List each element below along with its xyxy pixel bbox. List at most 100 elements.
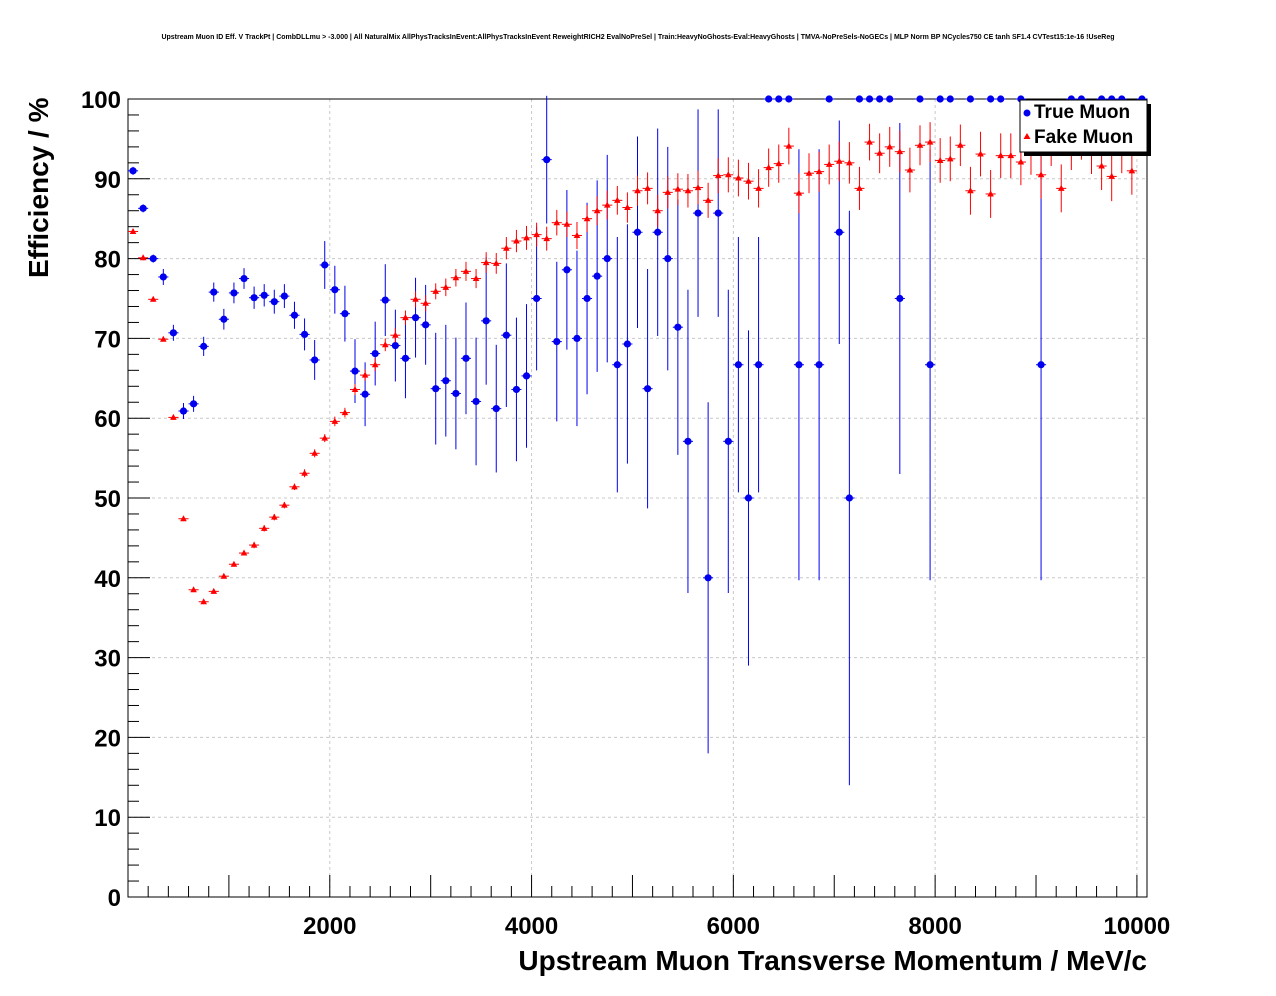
true-muon-point [533,294,541,303]
y-tick-label: 70 [94,326,121,353]
fake-muon-point [654,207,661,214]
fake-muon-series [128,119,1137,605]
fake-muon-point [452,274,460,281]
fake-muon-point [381,341,389,348]
fake-muon-point [977,150,984,157]
true-muon-point [785,95,793,103]
true-muon-point [462,354,470,362]
true-muon-point [401,354,410,362]
fake-muon-point [795,189,803,196]
fake-muon-point [260,524,268,531]
fake-muon-point [785,142,793,149]
fake-muon-point [543,235,550,242]
true-muon-point [351,367,359,375]
true-muon-point [855,95,864,103]
true-muon-point [442,377,450,385]
true-muon-point [220,315,228,323]
fake-muon-point [704,196,712,203]
y-tick-label: 80 [94,247,121,274]
legend-fake-muon-marker [1023,133,1031,139]
fake-muon-point [291,483,298,490]
true-muon-point [553,337,561,346]
y-tick-label: 20 [94,725,121,752]
fake-muon-point [371,361,379,368]
fake-muon-point [674,185,682,192]
true-muon-point [876,95,884,103]
true-muon-point [664,255,672,263]
fake-muon-point [775,160,783,167]
true-muon-point [472,397,480,406]
fake-muon-point [190,586,197,593]
true-muon-point [674,323,682,331]
fake-muon-point [866,138,873,145]
legend: True Muon Fake Muon [1019,99,1151,156]
fake-muon-point [1037,171,1045,178]
true-muon-point [714,209,722,217]
x-tick-label: 8000 [908,913,961,940]
y-tick-label: 0 [108,885,121,912]
true-muon-point [210,288,218,296]
true-muon-point [896,294,904,303]
fake-muon-point [160,335,167,342]
true-muon-point [482,317,490,325]
true-muon-point [765,95,773,103]
y-tick-label: 100 [81,87,121,114]
true-muon-point [643,385,652,393]
fake-muon-point [1108,172,1115,179]
true-muon-point [886,95,894,103]
true-muon-point [321,261,329,269]
true-muon-point [169,329,178,337]
true-muon-point [815,361,823,369]
fake-muon-point [270,513,278,520]
fake-muon-point [149,295,157,302]
true-muon-point [260,291,268,299]
x-tick-label: 6000 [707,913,760,940]
true-muon-point [159,273,167,281]
true-muon-point [300,330,309,339]
true-muon-point [452,389,460,398]
fake-muon-point [926,138,934,145]
fake-muon-point [997,152,1005,159]
true-muon-point [200,342,208,350]
fake-muon-point [825,160,833,167]
fake-muon-point [503,244,510,251]
true-muon-point [280,292,288,300]
true-muon-point [775,95,783,103]
fake-muon-point [936,156,944,163]
y-tick-label: 50 [94,486,121,513]
true-muon-point [724,437,732,445]
axes: 2000 4000 6000 8000 10000 0 10 20 30 40 50 60 70 80 90… [81,87,1170,940]
true-muon-point [240,274,248,283]
fake-muon-point [634,187,641,194]
true-muon-point [987,95,995,103]
fake-muon-point [482,259,490,266]
fake-muon-point [664,188,672,195]
y-tick-label: 10 [94,805,121,832]
fake-muon-point [906,166,914,173]
fake-muon-point [331,417,339,424]
true-muon-point [432,385,440,393]
fake-muon-point [533,231,540,238]
fake-muon-point [714,172,722,179]
y-tick-label: 90 [94,167,121,194]
chart-title: Upstream Muon ID Eff. V TrackPt | CombDL… [161,34,1115,41]
fake-muon-point [856,184,863,191]
fake-muon-point [583,215,591,222]
fake-muon-point [735,174,742,181]
fake-muon-point [301,469,308,476]
true-muon-point [865,95,874,103]
true-muon-point [522,372,531,380]
true-muon-point [835,228,843,236]
true-muon-point [926,361,934,369]
x-tick-label: 10000 [1104,913,1171,940]
fake-muon-point [200,598,207,605]
true-muon-point [129,167,137,175]
fake-muon-point [240,549,248,556]
fake-muon-point [220,572,228,579]
true-muon-point [1037,361,1045,369]
fake-muon-point [432,287,440,294]
fake-muon-point [614,196,621,203]
true-muon-point [391,341,399,350]
fake-muon-point [311,449,318,456]
true-muon-point [411,314,420,322]
